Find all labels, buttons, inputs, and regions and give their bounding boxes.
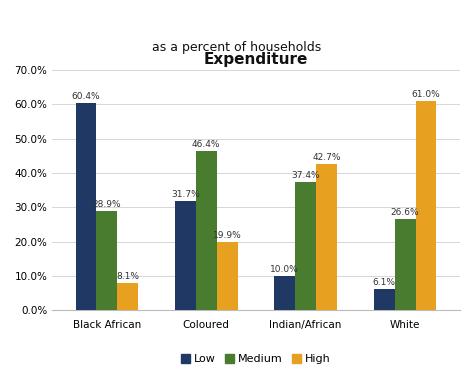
- Bar: [217, 242, 237, 310]
- Bar: [117, 282, 138, 310]
- Bar: [316, 164, 337, 310]
- Text: 42.7%: 42.7%: [312, 152, 341, 161]
- Bar: [295, 182, 316, 310]
- Text: as a percent of households: as a percent of households: [152, 41, 322, 54]
- Text: 8.1%: 8.1%: [116, 272, 139, 281]
- Bar: [374, 289, 395, 310]
- Text: 6.1%: 6.1%: [373, 278, 396, 288]
- Text: 31.7%: 31.7%: [171, 191, 200, 199]
- Bar: [196, 151, 217, 310]
- Text: 61.0%: 61.0%: [411, 90, 440, 99]
- Text: 26.6%: 26.6%: [391, 208, 419, 217]
- Bar: [395, 219, 416, 310]
- Text: 28.9%: 28.9%: [92, 200, 121, 209]
- Legend: Low, Medium, High: Low, Medium, High: [176, 350, 336, 369]
- Bar: [274, 276, 295, 310]
- Text: 46.4%: 46.4%: [192, 140, 220, 149]
- Text: 19.9%: 19.9%: [213, 231, 241, 240]
- Bar: [175, 201, 196, 310]
- Text: 37.4%: 37.4%: [292, 171, 320, 180]
- Bar: [96, 211, 117, 310]
- Bar: [416, 101, 437, 310]
- Text: 60.4%: 60.4%: [72, 92, 100, 101]
- Text: 10.0%: 10.0%: [271, 265, 299, 274]
- Bar: [75, 103, 96, 310]
- Title: Expenditure: Expenditure: [204, 52, 308, 67]
